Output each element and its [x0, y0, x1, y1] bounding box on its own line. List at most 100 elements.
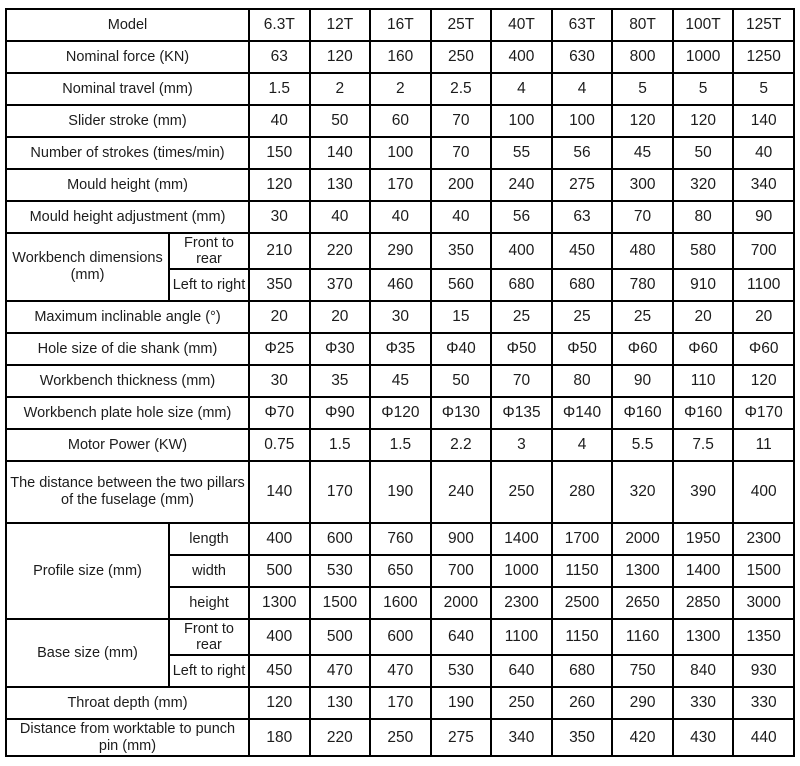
value-cell: 25 [490, 300, 553, 334]
value-cell: 220 [308, 232, 372, 270]
sub-row-label: Left to right [168, 654, 250, 688]
value-cell: 280 [550, 460, 614, 524]
model-cell: 100T [671, 8, 735, 42]
value-cell: 2.5 [429, 72, 493, 106]
value-cell: 20 [248, 300, 311, 334]
value-cell: 450 [550, 232, 614, 270]
model-cell: 125T [732, 8, 795, 42]
value-cell: 1300 [248, 586, 311, 620]
value-cell: 2300 [490, 586, 553, 620]
value-cell: 30 [369, 300, 432, 334]
value-cell: 1100 [490, 618, 553, 656]
value-cell: 780 [611, 268, 674, 302]
value-cell: 5 [611, 72, 674, 106]
value-cell: 700 [429, 554, 493, 588]
model-cell: 63T [550, 8, 614, 42]
value-cell: 4 [550, 72, 614, 106]
model-cell: 25T [429, 8, 493, 42]
row-label: Maximum inclinable angle (°) [5, 300, 250, 334]
value-cell: 750 [611, 654, 674, 688]
value-cell: 110 [671, 364, 735, 398]
value-cell: 40 [732, 136, 795, 170]
value-cell: 2300 [732, 522, 795, 556]
value-cell: 1100 [732, 268, 795, 302]
value-cell: 370 [308, 268, 372, 302]
value-cell: 530 [308, 554, 372, 588]
model-cell: 16T [369, 8, 432, 42]
value-cell: 1400 [671, 554, 735, 588]
value-cell: 45 [369, 364, 432, 398]
value-cell: 530 [429, 654, 493, 688]
value-cell: 30 [248, 364, 311, 398]
value-cell: 650 [369, 554, 432, 588]
sub-row-label: width [168, 554, 250, 588]
value-cell: 1.5 [369, 428, 432, 462]
value-cell: 800 [611, 40, 674, 74]
value-cell: 140 [732, 104, 795, 138]
value-cell: 400 [490, 40, 553, 74]
value-cell: 1250 [732, 40, 795, 74]
table-row: Slider stroke (mm) 40 50 60 70 100 100 1… [5, 104, 795, 138]
value-cell: 100 [369, 136, 432, 170]
value-cell: 1500 [732, 554, 795, 588]
value-cell: 2000 [611, 522, 674, 556]
value-cell: 100 [490, 104, 553, 138]
value-cell: 45 [611, 136, 674, 170]
value-cell: 680 [490, 268, 553, 302]
model-cell: 12T [308, 8, 372, 42]
value-cell: 130 [308, 168, 372, 202]
model-cell: 6.3T [248, 8, 311, 42]
value-cell: 1160 [611, 618, 674, 656]
value-cell: 275 [550, 168, 614, 202]
value-cell: 1150 [550, 554, 614, 588]
sub-row-label: Front to rear [168, 618, 250, 656]
value-cell: 250 [429, 40, 493, 74]
value-cell: Φ35 [369, 332, 432, 366]
row-label: Mould height (mm) [5, 168, 250, 202]
value-cell: Φ50 [550, 332, 614, 366]
value-cell: 5 [732, 72, 795, 106]
value-cell: 40 [308, 200, 372, 234]
value-cell: 2500 [550, 586, 614, 620]
value-cell: 1400 [490, 522, 553, 556]
value-cell: 910 [671, 268, 735, 302]
value-cell: 330 [671, 686, 735, 720]
row-label: Motor Power (KW) [5, 428, 250, 462]
value-cell: 1.5 [308, 428, 372, 462]
value-cell: Φ170 [732, 396, 795, 430]
value-cell: 640 [490, 654, 553, 688]
value-cell: Φ40 [429, 332, 493, 366]
value-cell: 80 [671, 200, 735, 234]
table-row: Left to right 450 470 470 530 640 680 75… [6, 654, 795, 688]
value-cell: 400 [248, 618, 311, 656]
table-row: height 1300 1500 1600 2000 2300 2500 265… [6, 586, 795, 620]
value-cell: 70 [490, 364, 553, 398]
value-cell: 1150 [550, 618, 614, 656]
value-cell: 1600 [369, 586, 432, 620]
value-cell: 200 [429, 168, 493, 202]
table-row: Left to right 350 370 460 560 680 680 78… [6, 268, 795, 302]
value-cell: 4 [550, 428, 614, 462]
sub-row-label: Left to right [168, 268, 250, 302]
value-cell: 5 [671, 72, 735, 106]
value-cell: 2650 [611, 586, 674, 620]
value-cell: 63 [550, 200, 614, 234]
value-cell: 40 [369, 200, 432, 234]
value-cell: 120 [248, 168, 311, 202]
value-cell: Φ160 [671, 396, 735, 430]
value-cell: 70 [429, 104, 493, 138]
row-label: Workbench thickness (mm) [5, 364, 250, 398]
row-label: Model [5, 8, 250, 42]
value-cell: 3 [490, 428, 553, 462]
value-cell: 20 [671, 300, 735, 334]
value-cell: 140 [308, 136, 372, 170]
value-cell: 400 [732, 460, 795, 524]
table-row: Profile size (mm) length 400 600 760 900… [5, 522, 795, 620]
table-row: Distance from worktable to punch pin (mm… [5, 717, 795, 758]
row-label: Nominal force (KN) [5, 40, 250, 74]
value-cell: 3000 [732, 586, 795, 620]
value-cell: 7.5 [671, 428, 735, 462]
value-cell: 11 [732, 428, 795, 462]
value-cell: 56 [490, 200, 553, 234]
